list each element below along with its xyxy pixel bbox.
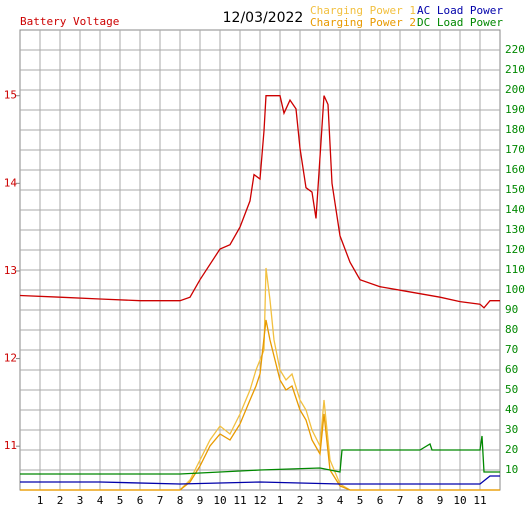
x-tick-label: 8 [177, 494, 184, 507]
y-tick-label: 12 [4, 352, 17, 365]
x-tick-label: 7 [157, 494, 164, 507]
y-tick-label: 11 [4, 439, 17, 452]
x-tick-label: 10 [453, 494, 466, 507]
y2-tick-label: 10 [505, 463, 518, 476]
y2-tick-label: 30 [505, 423, 518, 436]
x-tick-label: 1 [37, 494, 44, 507]
x-tick-label: 6 [377, 494, 384, 507]
y2-tick-label: 170 [505, 143, 525, 156]
x-tick-label: 9 [197, 494, 204, 507]
y2-tick-label: 130 [505, 223, 525, 236]
y2-tick-label: 80 [505, 323, 518, 336]
legend-label: AC Load Power [417, 4, 503, 17]
x-tick-label: 3 [77, 494, 84, 507]
chart-title: Battery Voltage [20, 15, 119, 28]
y2-tick-label: 60 [505, 363, 518, 376]
y-tick-label: 14 [4, 176, 18, 189]
x-tick-label: 4 [97, 494, 104, 507]
x-tick-label: 6 [137, 494, 144, 507]
y2-tick-label: 180 [505, 123, 525, 136]
y-tick-label: 13 [4, 264, 17, 277]
y2-tick-label: 70 [505, 343, 518, 356]
x-tick-label: 1 [277, 494, 284, 507]
x-tick-label: 11 [473, 494, 486, 507]
y2-tick-label: 40 [505, 403, 518, 416]
x-tick-label: 8 [417, 494, 424, 507]
y-tick-label: 15 [4, 89, 17, 102]
y2-tick-label: 200 [505, 83, 525, 96]
legend-label: Charging Power 2 [310, 16, 416, 29]
y2-tick-label: 210 [505, 63, 525, 76]
x-tick-label: 5 [117, 494, 124, 507]
x-tick-label: 9 [437, 494, 444, 507]
x-tick-label: 10 [213, 494, 226, 507]
y2-tick-label: 160 [505, 163, 525, 176]
series-line [20, 319, 500, 491]
y2-tick-label: 140 [505, 203, 525, 216]
x-tick-label: 2 [57, 494, 64, 507]
series-line [19, 95, 500, 309]
y2-tick-label: 90 [505, 303, 518, 316]
y2-tick-label: 190 [505, 103, 525, 116]
x-tick-label: 2 [297, 494, 304, 507]
x-tick-label: 12 [253, 494, 266, 507]
legend-label: DC Load Power [417, 16, 503, 29]
y2-tick-label: 20 [505, 443, 518, 456]
x-tick-label: 5 [357, 494, 364, 507]
y2-tick-label: 150 [505, 183, 525, 196]
x-tick-label: 3 [317, 494, 324, 507]
x-tick-label: 11 [233, 494, 246, 507]
series-line [20, 475, 500, 485]
series-line [20, 267, 500, 491]
date: 12/03/2022 [223, 10, 304, 26]
y2-tick-label: 100 [505, 283, 525, 296]
y2-tick-label: 220 [505, 43, 525, 56]
legend-label: Charging Power 1 [310, 4, 416, 17]
y2-tick-label: 110 [505, 263, 525, 276]
y2-tick-label: 50 [505, 383, 518, 396]
x-tick-label: 4 [337, 494, 344, 507]
series-line [20, 435, 500, 475]
x-tick-label: 7 [397, 494, 404, 507]
y2-tick-label: 120 [505, 243, 525, 256]
